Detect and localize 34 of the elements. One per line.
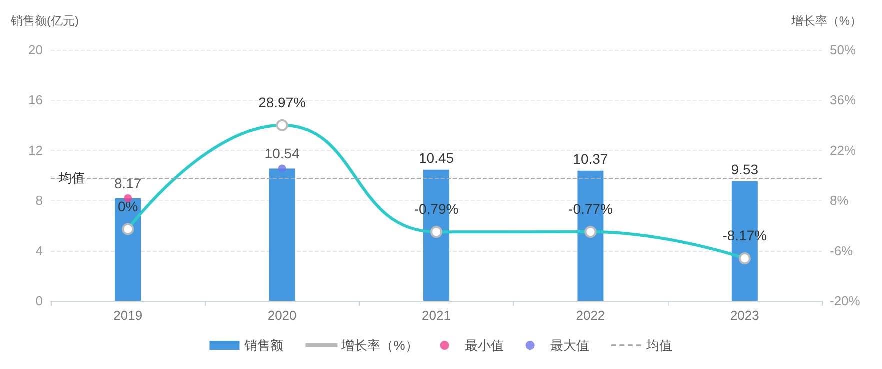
y2-tick-label: -20% [830, 294, 861, 308]
y2-axis-title: 增长率（%） [790, 14, 862, 28]
text: 均值 [646, 338, 672, 353]
x-tick-label: 2023 [730, 308, 760, 323]
data-label: 28.97% [258, 94, 306, 110]
y-tick-label: 12 [28, 142, 43, 158]
y-axis-title: 销售额(亿元) [10, 14, 79, 28]
legend-label: 增长率（%） [340, 338, 418, 353]
y2-tick-label: 8% [830, 193, 850, 208]
y-tick-label: 8 [36, 193, 43, 208]
legend-label: 最小值 [464, 338, 504, 353]
y-tick-label: 20 [28, 42, 43, 58]
x-tick-label: 2021 [422, 308, 451, 323]
data-label: 10.45 [418, 150, 454, 166]
bar [269, 168, 296, 301]
y2-tick-label: 22% [830, 142, 856, 158]
y-tick-label: 0 [36, 294, 43, 308]
y2-tick-label: -6% [830, 243, 854, 258]
legend-label: 销售额 [244, 338, 284, 353]
data-label: 8.17 [114, 175, 142, 192]
y2-tick-label: 36% [830, 92, 856, 108]
y-tick-label: 4 [36, 243, 43, 258]
legend-label: 最大值 [550, 338, 590, 353]
x-tick-label: 2019 [114, 308, 143, 323]
y-tick-label: 16 [28, 92, 43, 108]
data-label: 9.53 [731, 161, 759, 178]
x-tick-label: 2022 [576, 308, 606, 323]
data-label: 0% [118, 198, 138, 214]
data-label: 10.54 [264, 146, 300, 162]
data-label: 10.37 [573, 150, 608, 167]
x-tick-label: 2020 [268, 308, 297, 323]
ref-line-label: 均值 [58, 170, 85, 186]
y2-tick-label: 50% [830, 42, 856, 58]
bar [115, 198, 142, 301]
